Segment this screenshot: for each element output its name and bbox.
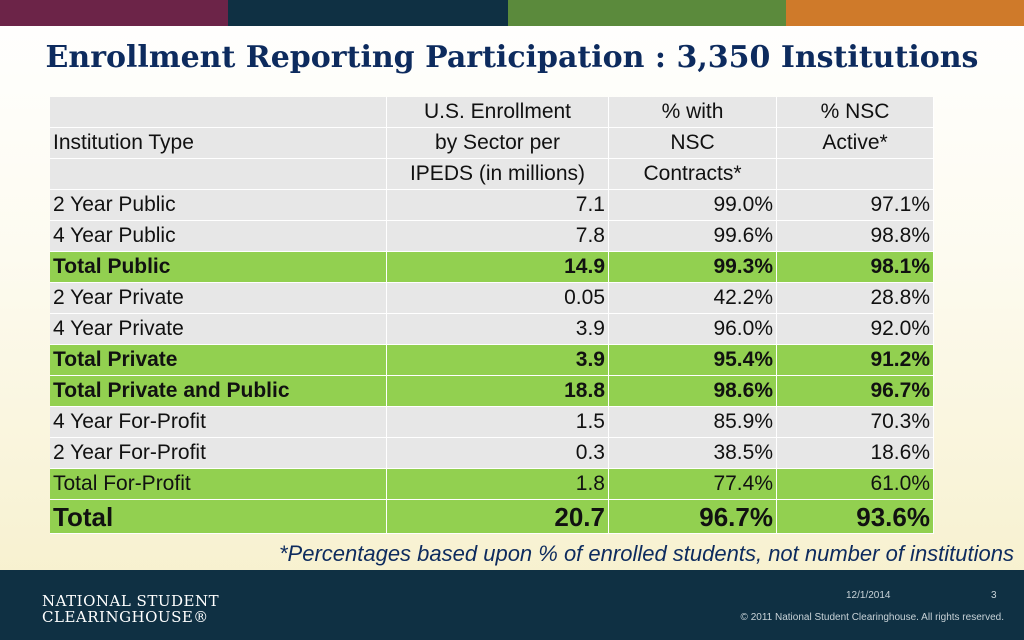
slide-date: 12/1/2014 bbox=[846, 590, 891, 601]
cell-contracts: 98.6% bbox=[609, 376, 777, 407]
cell-contracts: 99.3% bbox=[609, 252, 777, 283]
cell-type: 4 Year For-Profit bbox=[50, 407, 387, 438]
logo-line-1: NATIONAL STUDENT bbox=[42, 592, 220, 610]
cell-type: 4 Year Private bbox=[50, 314, 387, 345]
table-row-total-public: Total Public 14.9 99.3% 98.1% bbox=[50, 252, 934, 283]
header-contracts-line-3: Contracts* bbox=[609, 159, 777, 190]
cell-enrollment: 18.8 bbox=[387, 376, 609, 407]
cell-active: 61.0% bbox=[777, 469, 934, 500]
logo-line-2: CLEARINGHOUSE® bbox=[42, 608, 209, 626]
cell-contracts: 85.9% bbox=[609, 407, 777, 438]
cell-enrollment: 1.5 bbox=[387, 407, 609, 438]
cell-enrollment: 0.05 bbox=[387, 283, 609, 314]
table-header-row-2: Institution Type by Sector per NSC Activ… bbox=[50, 128, 934, 159]
header-institution-type-spacer-top bbox=[50, 97, 387, 128]
cell-enrollment: 1.8 bbox=[387, 469, 609, 500]
table-row-4-year-public: 4 Year Public 7.8 99.6% 98.8% bbox=[50, 221, 934, 252]
cell-enrollment: 7.8 bbox=[387, 221, 609, 252]
table-row-4-year-private: 4 Year Private 3.9 96.0% 92.0% bbox=[50, 314, 934, 345]
header-active-spacer bbox=[777, 159, 934, 190]
header-institution-type-spacer-bottom bbox=[50, 159, 387, 190]
cell-enrollment: 3.9 bbox=[387, 314, 609, 345]
table-row-total-private-and-public: Total Private and Public 18.8 98.6% 96.7… bbox=[50, 376, 934, 407]
header-institution-type: Institution Type bbox=[50, 128, 387, 159]
cell-contracts: 38.5% bbox=[609, 438, 777, 469]
enrollment-table: U.S. Enrollment % with % NSC Institution… bbox=[50, 97, 934, 534]
table-header-row-3: IPEDS (in millions) Contracts* bbox=[50, 159, 934, 190]
top-bar-segment-navy bbox=[228, 0, 508, 26]
table-row-total: Total 20.7 96.7% 93.6% bbox=[50, 500, 934, 534]
cell-active: 96.7% bbox=[777, 376, 934, 407]
copyright-notice: © 2011 National Student Clearinghouse. A… bbox=[740, 612, 1004, 623]
cell-type: Total Private bbox=[50, 345, 387, 376]
cell-active: 98.1% bbox=[777, 252, 934, 283]
table-row-total-for-profit: Total For-Profit 1.8 77.4% 61.0% bbox=[50, 469, 934, 500]
footnote: *Percentages based upon % of enrolled st… bbox=[278, 541, 1014, 566]
table-header-row-1: U.S. Enrollment % with % NSC bbox=[50, 97, 934, 128]
header-active-line-2: Active* bbox=[777, 128, 934, 159]
slide-title: Enrollment Reporting Participation : 3,3… bbox=[45, 40, 979, 75]
table-row-2-year-for-profit: 2 Year For-Profit 0.3 38.5% 18.6% bbox=[50, 438, 934, 469]
cell-contracts: 77.4% bbox=[609, 469, 777, 500]
cell-type: 2 Year For-Profit bbox=[50, 438, 387, 469]
top-bar-segment-green bbox=[508, 0, 786, 26]
clearinghouse-logo: NATIONAL STUDENT CLEARINGHOUSE® bbox=[42, 593, 219, 625]
table-row-total-private: Total Private 3.9 95.4% 91.2% bbox=[50, 345, 934, 376]
top-bar-segment-plum bbox=[0, 0, 228, 26]
cell-enrollment: 7.1 bbox=[387, 190, 609, 221]
cell-active: 70.3% bbox=[777, 407, 934, 438]
cell-active: 91.2% bbox=[777, 345, 934, 376]
top-color-bar bbox=[0, 0, 1024, 26]
cell-type: Total Private and Public bbox=[50, 376, 387, 407]
cell-enrollment: 0.3 bbox=[387, 438, 609, 469]
slide-number: 3 bbox=[991, 590, 997, 601]
cell-active: 93.6% bbox=[777, 500, 934, 534]
cell-contracts: 42.2% bbox=[609, 283, 777, 314]
cell-type: 4 Year Public bbox=[50, 221, 387, 252]
slide-footer: NATIONAL STUDENT CLEARINGHOUSE® 12/1/201… bbox=[0, 570, 1024, 640]
cell-contracts: 96.7% bbox=[609, 500, 777, 534]
top-bar-segment-orange bbox=[786, 0, 1024, 26]
cell-type: Total For-Profit bbox=[50, 469, 387, 500]
cell-contracts: 96.0% bbox=[609, 314, 777, 345]
cell-type: Total bbox=[50, 500, 387, 534]
cell-active: 18.6% bbox=[777, 438, 934, 469]
cell-active: 92.0% bbox=[777, 314, 934, 345]
cell-active: 97.1% bbox=[777, 190, 934, 221]
cell-contracts: 99.0% bbox=[609, 190, 777, 221]
cell-enrollment: 3.9 bbox=[387, 345, 609, 376]
cell-enrollment: 20.7 bbox=[387, 500, 609, 534]
header-enrollment-line-2: by Sector per bbox=[387, 128, 609, 159]
header-enrollment-line-1: U.S. Enrollment bbox=[387, 97, 609, 128]
cell-type: 2 Year Public bbox=[50, 190, 387, 221]
header-contracts-line-2: NSC bbox=[609, 128, 777, 159]
table-row-4-year-for-profit: 4 Year For-Profit 1.5 85.9% 70.3% bbox=[50, 407, 934, 438]
cell-enrollment: 14.9 bbox=[387, 252, 609, 283]
cell-type: 2 Year Private bbox=[50, 283, 387, 314]
cell-contracts: 95.4% bbox=[609, 345, 777, 376]
cell-active: 98.8% bbox=[777, 221, 934, 252]
table-row-2-year-public: 2 Year Public 7.1 99.0% 97.1% bbox=[50, 190, 934, 221]
header-active-line-1: % NSC bbox=[777, 97, 934, 128]
cell-active: 28.8% bbox=[777, 283, 934, 314]
header-enrollment-line-3: IPEDS (in millions) bbox=[387, 159, 609, 190]
header-contracts-line-1: % with bbox=[609, 97, 777, 128]
table-row-2-year-private: 2 Year Private 0.05 42.2% 28.8% bbox=[50, 283, 934, 314]
cell-type: Total Public bbox=[50, 252, 387, 283]
cell-contracts: 99.6% bbox=[609, 221, 777, 252]
